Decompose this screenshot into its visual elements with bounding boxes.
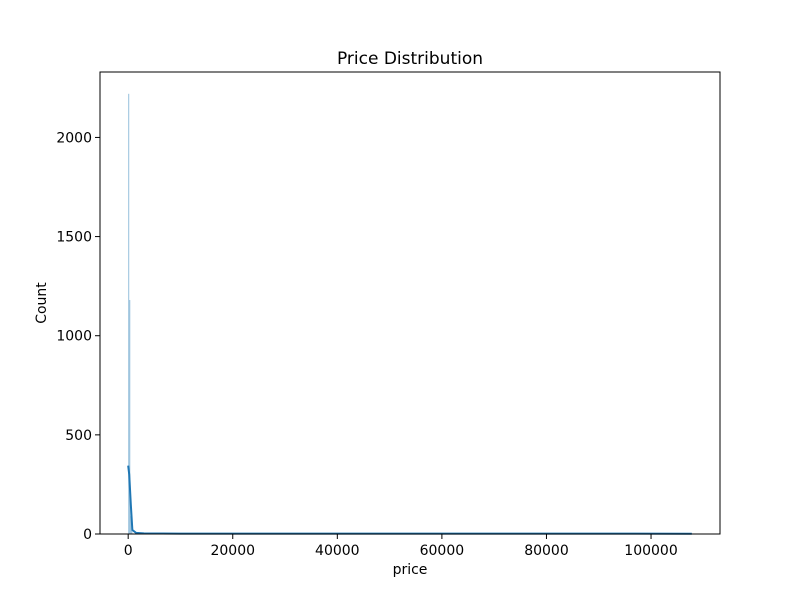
x-tick-label: 20000 — [210, 543, 255, 559]
histogram-bar-0 — [128, 93, 130, 534]
kde-curve — [127, 465, 692, 535]
x-tick-label: 80000 — [524, 543, 569, 559]
y-axis-label: Count — [34, 282, 50, 324]
x-tick-label: 0 — [124, 543, 133, 559]
y-tick-label: 1500 — [56, 230, 92, 246]
y-tick-label: 1000 — [56, 329, 92, 345]
x-tick-label: 60000 — [420, 543, 465, 559]
kde-line — [127, 465, 692, 535]
x-axis-ticks: 0 20000 40000 60000 80000 100000 — [124, 534, 678, 559]
y-tick-label: 0 — [83, 527, 92, 543]
histogram-bar-1 — [129, 300, 131, 534]
y-tick-label: 500 — [65, 428, 92, 444]
x-axis-label: price — [393, 562, 428, 578]
chart-title: Price Distribution — [337, 49, 483, 69]
plot-frame — [99, 71, 721, 535]
histogram-bars — [128, 93, 133, 534]
histogram-bar-2 — [130, 516, 132, 534]
y-tick-label: 2000 — [56, 130, 92, 146]
histogram-bar-3 — [131, 530, 133, 534]
x-tick-label: 40000 — [315, 543, 360, 559]
x-tick-label: 100000 — [624, 543, 677, 559]
y-axis-ticks: 0 500 1000 1500 2000 — [56, 130, 100, 543]
